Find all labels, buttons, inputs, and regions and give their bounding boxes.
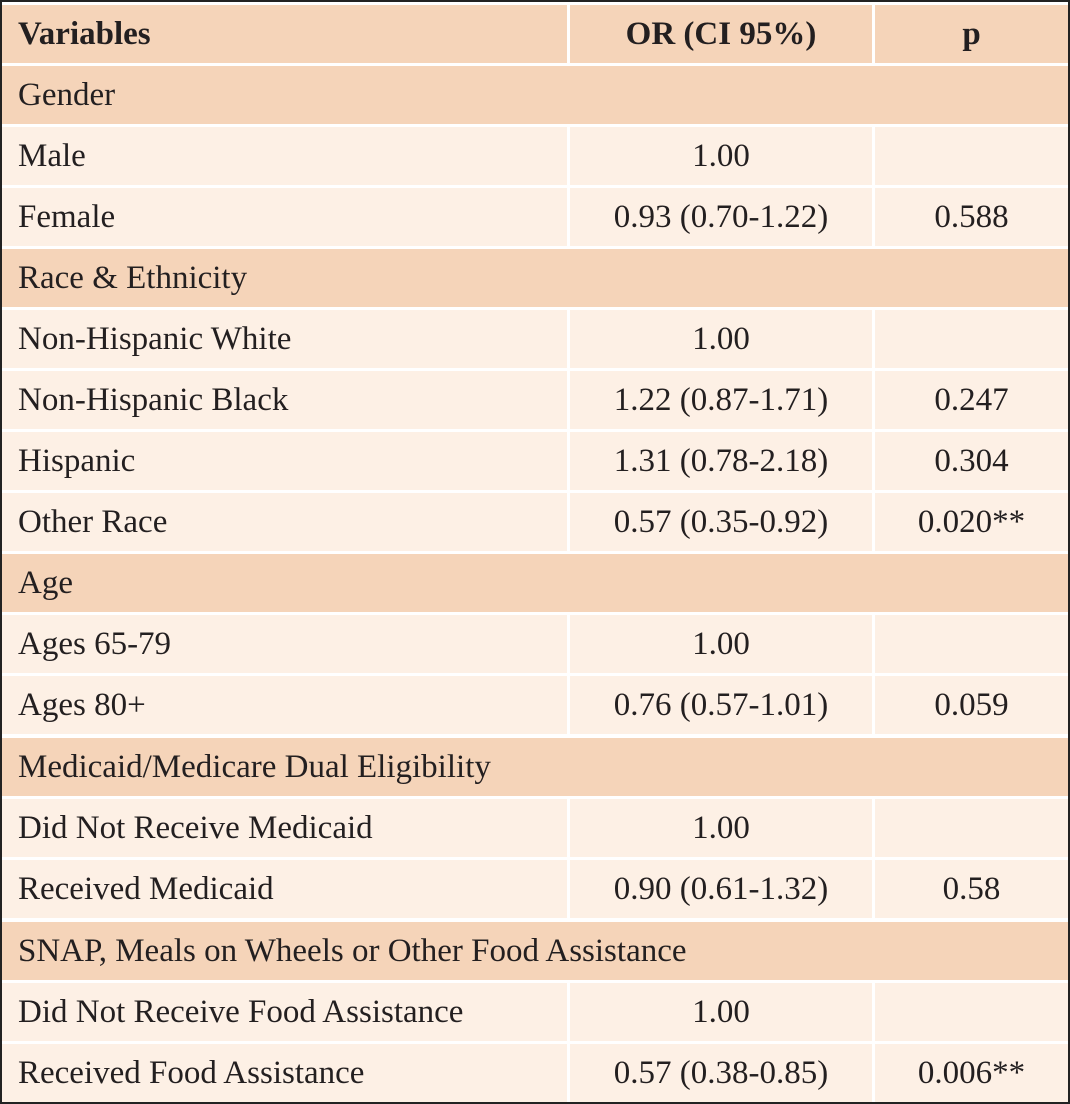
variable-cell: Hispanic [2,432,570,490]
or-ci-cell: 1.22 (0.87-1.71) [570,371,875,429]
p-value-cell: 0.247 [875,371,1068,429]
or-ci-cell: 1.00 [570,310,875,368]
variable-cell: Received Food Assistance [2,1044,570,1102]
or-ci-cell: 0.57 (0.35-0.92) [570,493,875,551]
table-row: Ages 65-79 1.00 [2,615,1068,673]
table-row: Non-Hispanic White 1.00 [2,310,1068,368]
table-row: Male 1.00 [2,127,1068,185]
p-value-cell [875,310,1068,368]
group-row-race-ethnicity: Race & Ethnicity [2,249,1068,307]
p-value-cell: 0.006** [875,1044,1068,1102]
or-ci-cell: 1.31 (0.78-2.18) [570,432,875,490]
variable-cell: Other Race [2,493,570,551]
or-ci-cell: 0.76 (0.57-1.01) [570,676,875,734]
variable-cell: Non-Hispanic White [2,310,570,368]
or-ci-cell: 0.90 (0.61-1.32) [570,860,875,918]
p-value-cell: 0.059 [875,676,1068,734]
variable-cell: Male [2,127,570,185]
table-row: Received Food Assistance 0.57 (0.38-0.85… [2,1044,1068,1102]
p-value-cell [875,127,1068,185]
group-label: Medicaid/Medicare Dual Eligibility [2,738,1068,796]
group-label: Race & Ethnicity [2,249,1068,307]
variable-cell: Received Medicaid [2,860,570,918]
header-or-ci: OR (CI 95%) [570,5,875,63]
p-value-cell: 0.020** [875,493,1068,551]
or-ci-cell: 1.00 [570,799,875,857]
p-value-cell [875,799,1068,857]
group-row-age: Age [2,554,1068,612]
p-value-cell: 0.588 [875,188,1068,246]
variable-cell: Did Not Receive Food Assistance [2,983,570,1041]
table-row: Did Not Receive Food Assistance 1.00 [2,983,1068,1041]
variable-cell: Did Not Receive Medicaid [2,799,570,857]
or-ci-cell: 1.00 [570,127,875,185]
table-row: Ages 80+ 0.76 (0.57-1.01) 0.059 [2,676,1068,734]
p-value-cell: 0.304 [875,432,1068,490]
table-row: Non-Hispanic Black 1.22 (0.87-1.71) 0.24… [2,371,1068,429]
or-ci-cell: 1.00 [570,983,875,1041]
table-row: Hispanic 1.31 (0.78-2.18) 0.304 [2,432,1068,490]
group-label: Age [2,554,1068,612]
table-row: Did Not Receive Medicaid 1.00 [2,799,1068,857]
group-row-dual-eligibility: Medicaid/Medicare Dual Eligibility [2,738,1068,796]
p-value-cell [875,615,1068,673]
group-row-food-assistance: SNAP, Meals on Wheels or Other Food Assi… [2,922,1068,980]
table-header-row: Variables OR (CI 95%) p [2,5,1068,63]
group-label: Gender [2,66,1068,124]
header-variables: Variables [2,5,570,63]
p-value-cell [875,983,1068,1041]
header-p: p [875,5,1068,63]
or-ci-cell: 1.00 [570,615,875,673]
variable-cell: Female [2,188,570,246]
p-value-cell: 0.58 [875,860,1068,918]
variable-cell: Ages 80+ [2,676,570,734]
variable-cell: Ages 65-79 [2,615,570,673]
variable-cell: Non-Hispanic Black [2,371,570,429]
table-row: Received Medicaid 0.90 (0.61-1.32) 0.58 [2,860,1068,918]
or-ci-cell: 0.57 (0.38-0.85) [570,1044,875,1102]
group-label: SNAP, Meals on Wheels or Other Food Assi… [2,922,1068,980]
group-row-gender: Gender [2,66,1068,124]
table-row: Female 0.93 (0.70-1.22) 0.588 [2,188,1068,246]
table-row: Other Race 0.57 (0.35-0.92) 0.020** [2,493,1068,551]
or-ci-cell: 0.93 (0.70-1.22) [570,188,875,246]
